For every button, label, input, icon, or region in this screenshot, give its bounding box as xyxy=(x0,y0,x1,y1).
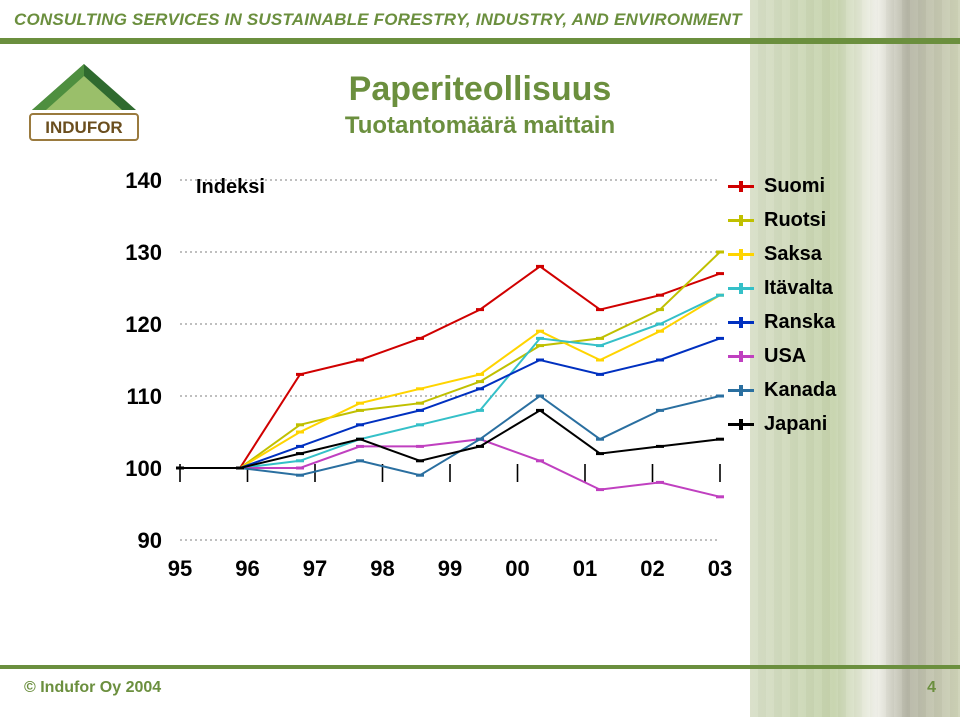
legend-item: Saksa xyxy=(728,238,836,270)
legend-swatch xyxy=(728,185,754,188)
legend-item: Suomi xyxy=(728,170,836,202)
legend-item: USA xyxy=(728,340,836,372)
legend-label: Saksa xyxy=(764,238,822,270)
page-number: 4 xyxy=(927,679,936,697)
footer-copyright: © Indufor Oy 2004 xyxy=(24,679,161,697)
svg-text:100: 100 xyxy=(125,456,162,481)
svg-text:140: 140 xyxy=(125,168,162,193)
svg-text:95: 95 xyxy=(168,556,192,581)
chart-subtitle: Tuotantomäärä maittain xyxy=(0,112,960,140)
legend-item: Ranska xyxy=(728,306,836,338)
legend-swatch xyxy=(728,287,754,290)
legend-swatch xyxy=(728,423,754,426)
legend-label: Kanada xyxy=(764,374,836,406)
legend-swatch xyxy=(728,355,754,358)
svg-text:130: 130 xyxy=(125,240,162,265)
legend-swatch xyxy=(728,253,754,256)
indeksi-label: Indeksi xyxy=(196,176,265,199)
svg-text:98: 98 xyxy=(370,556,394,581)
legend-label: Suomi xyxy=(764,170,825,202)
svg-text:03: 03 xyxy=(708,556,732,581)
legend-item: Japani xyxy=(728,408,836,440)
footer-rule xyxy=(0,665,960,669)
chart-title: Paperiteollisuus xyxy=(0,70,960,109)
svg-text:99: 99 xyxy=(438,556,462,581)
legend-swatch xyxy=(728,321,754,324)
legend-label: Japani xyxy=(764,408,827,440)
legend: SuomiRuotsiSaksaItävaltaRanskaUSAKanadaJ… xyxy=(728,170,836,442)
svg-text:01: 01 xyxy=(573,556,597,581)
legend-label: Ranska xyxy=(764,306,835,338)
legend-label: Itävalta xyxy=(764,272,833,304)
header-tagline: CONSULTING SERVICES IN SUSTAINABLE FORES… xyxy=(14,10,742,30)
svg-text:97: 97 xyxy=(303,556,327,581)
svg-text:110: 110 xyxy=(127,384,163,409)
svg-text:02: 02 xyxy=(640,556,664,581)
legend-item: Ruotsi xyxy=(728,204,836,236)
legend-swatch xyxy=(728,389,754,392)
header-band xyxy=(0,38,960,44)
legend-swatch xyxy=(728,219,754,222)
page: CONSULTING SERVICES IN SUSTAINABLE FORES… xyxy=(0,0,960,717)
legend-label: USA xyxy=(764,340,806,372)
legend-item: Itävalta xyxy=(728,272,836,304)
legend-label: Ruotsi xyxy=(764,204,826,236)
svg-text:00: 00 xyxy=(505,556,529,581)
svg-text:120: 120 xyxy=(125,312,162,337)
svg-text:90: 90 xyxy=(138,528,162,553)
legend-item: Kanada xyxy=(728,374,836,406)
svg-text:96: 96 xyxy=(235,556,259,581)
